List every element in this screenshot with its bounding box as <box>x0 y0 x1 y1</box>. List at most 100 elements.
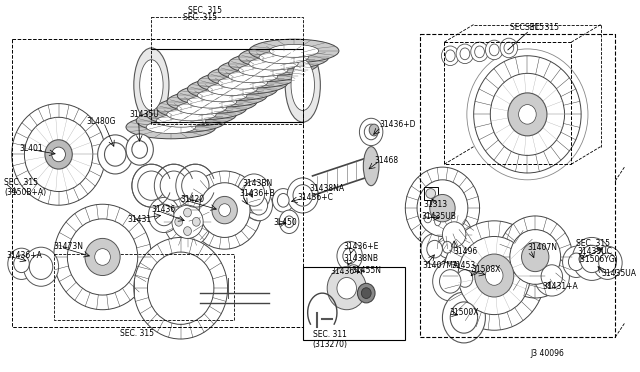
Text: 31436+C: 31436+C <box>298 193 334 202</box>
Ellipse shape <box>172 205 203 238</box>
Ellipse shape <box>188 171 262 249</box>
Text: 31500X: 31500X <box>449 308 479 317</box>
Ellipse shape <box>24 117 93 192</box>
Ellipse shape <box>184 208 191 217</box>
Ellipse shape <box>440 270 461 293</box>
Text: 31438NA: 31438NA <box>310 184 345 193</box>
Ellipse shape <box>167 108 216 121</box>
Ellipse shape <box>193 217 200 226</box>
Ellipse shape <box>188 95 237 108</box>
Text: 31438NB: 31438NB <box>344 254 379 263</box>
Bar <box>424 187 438 201</box>
Ellipse shape <box>277 193 289 207</box>
Ellipse shape <box>360 118 383 145</box>
Ellipse shape <box>442 241 452 253</box>
Text: SEC. 315: SEC. 315 <box>120 329 154 338</box>
Bar <box>12 39 303 327</box>
Ellipse shape <box>285 48 321 122</box>
Ellipse shape <box>504 42 514 54</box>
Ellipse shape <box>146 121 196 134</box>
Ellipse shape <box>364 147 379 186</box>
Ellipse shape <box>417 180 468 237</box>
Ellipse shape <box>208 65 298 88</box>
Ellipse shape <box>182 171 209 201</box>
Text: 31508X: 31508X <box>472 265 501 274</box>
Ellipse shape <box>160 171 188 201</box>
Ellipse shape <box>471 42 488 62</box>
Bar <box>420 34 615 337</box>
Ellipse shape <box>176 164 215 207</box>
Text: 31420: 31420 <box>180 195 205 205</box>
Ellipse shape <box>98 135 133 174</box>
Ellipse shape <box>136 109 226 132</box>
Ellipse shape <box>95 248 110 265</box>
Ellipse shape <box>534 257 570 296</box>
Text: 31436+F: 31436+F <box>330 267 365 276</box>
Ellipse shape <box>140 60 163 110</box>
Ellipse shape <box>245 190 273 221</box>
Ellipse shape <box>85 238 120 276</box>
Ellipse shape <box>273 189 294 212</box>
Ellipse shape <box>24 247 59 286</box>
Ellipse shape <box>424 213 432 223</box>
Ellipse shape <box>442 46 459 65</box>
Ellipse shape <box>337 241 362 271</box>
Ellipse shape <box>291 60 314 110</box>
Ellipse shape <box>432 215 444 229</box>
Ellipse shape <box>147 252 214 324</box>
Ellipse shape <box>138 171 165 201</box>
Text: 31407N: 31407N <box>527 243 557 252</box>
Ellipse shape <box>52 147 65 162</box>
Ellipse shape <box>405 167 479 249</box>
Ellipse shape <box>485 40 503 60</box>
Ellipse shape <box>369 124 379 136</box>
Ellipse shape <box>541 265 563 288</box>
Ellipse shape <box>184 227 191 235</box>
Ellipse shape <box>445 50 455 62</box>
Text: 31436+E: 31436+E <box>344 242 379 251</box>
Ellipse shape <box>284 216 294 228</box>
Ellipse shape <box>126 115 216 139</box>
Text: SEC. 315: SEC. 315 <box>188 6 222 15</box>
Ellipse shape <box>327 267 366 310</box>
Ellipse shape <box>563 246 590 278</box>
Ellipse shape <box>490 44 499 56</box>
Ellipse shape <box>218 76 268 89</box>
Ellipse shape <box>198 71 287 94</box>
Text: 31436: 31436 <box>152 205 175 214</box>
Text: 31407MA: 31407MA <box>422 261 458 270</box>
Ellipse shape <box>132 141 147 158</box>
Text: 31436+D: 31436+D <box>379 120 415 129</box>
Ellipse shape <box>474 56 581 173</box>
Ellipse shape <box>8 248 35 279</box>
Ellipse shape <box>420 208 436 228</box>
Text: 31431+A: 31431+A <box>542 282 578 291</box>
Ellipse shape <box>147 103 236 126</box>
Ellipse shape <box>426 189 436 198</box>
Ellipse shape <box>239 64 288 76</box>
Ellipse shape <box>427 240 442 258</box>
Ellipse shape <box>457 270 473 287</box>
Ellipse shape <box>228 52 319 75</box>
Ellipse shape <box>435 218 440 226</box>
Ellipse shape <box>104 143 126 166</box>
Text: SEC. 315: SEC. 315 <box>525 23 559 32</box>
Bar <box>54 254 234 320</box>
Text: 3143BN: 3143BN <box>242 179 273 188</box>
Ellipse shape <box>228 70 278 83</box>
Ellipse shape <box>126 134 154 165</box>
Ellipse shape <box>362 288 371 298</box>
Ellipse shape <box>593 246 622 279</box>
Ellipse shape <box>518 105 536 124</box>
Text: SEC. 315: SEC. 315 <box>511 23 545 32</box>
Ellipse shape <box>364 124 378 140</box>
Ellipse shape <box>510 230 561 284</box>
Ellipse shape <box>188 77 277 101</box>
Ellipse shape <box>154 204 174 226</box>
Bar <box>152 17 303 124</box>
Ellipse shape <box>522 242 549 272</box>
Ellipse shape <box>177 84 267 107</box>
Ellipse shape <box>13 255 29 273</box>
Ellipse shape <box>498 216 572 298</box>
Ellipse shape <box>175 217 182 226</box>
